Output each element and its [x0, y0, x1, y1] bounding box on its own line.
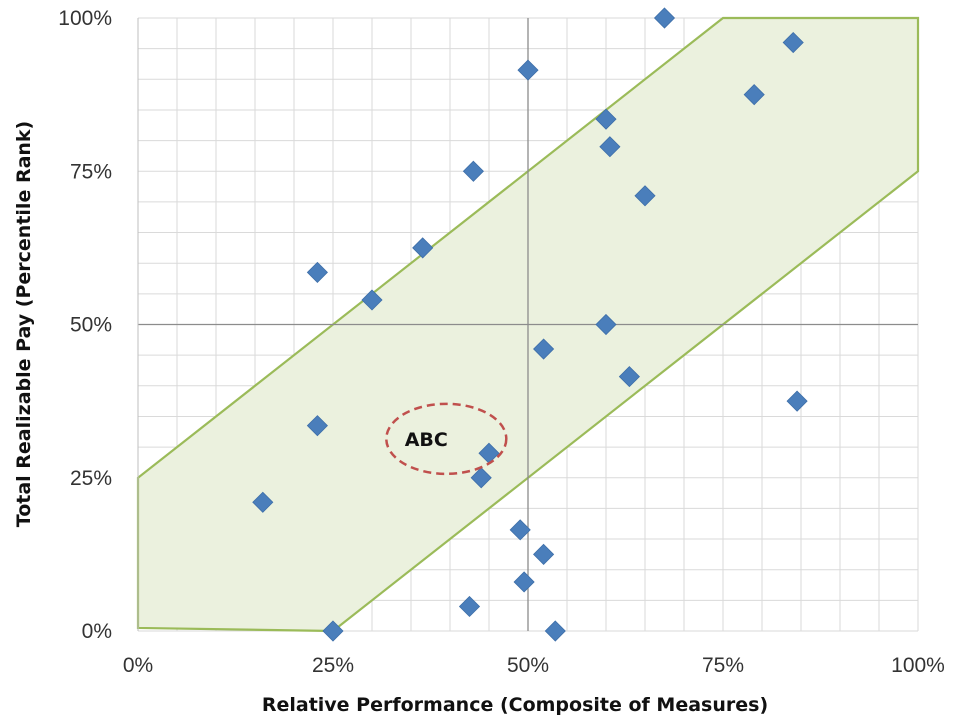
x-tick-label: 0%: [123, 654, 153, 677]
x-tick-label: 100%: [891, 654, 945, 677]
y-axis-title: Total Realizable Pay (Percentile Rank): [13, 121, 35, 527]
abc-annotation: ABC: [385, 402, 508, 476]
y-axis-ticks: 0% 25% 50% 75% 100%: [58, 7, 112, 643]
x-axis-ticks: 0% 25% 50% 75% 100%: [123, 654, 945, 677]
y-tick-label: 50%: [70, 314, 112, 337]
data-point: [743, 84, 765, 106]
data-point: [462, 160, 484, 182]
data-point: [786, 390, 808, 412]
y-tick-label: 100%: [58, 7, 112, 30]
x-tick-label: 25%: [312, 654, 354, 677]
x-tick-label: 50%: [507, 654, 549, 677]
data-points: [252, 7, 808, 642]
y-tick-label: 25%: [70, 467, 112, 490]
data-point: [595, 313, 617, 336]
data-point: [513, 571, 535, 593]
data-point: [458, 595, 481, 618]
x-axis-title: Relative Performance (Composite of Measu…: [262, 694, 768, 716]
y-tick-label: 0%: [82, 620, 112, 643]
data-point: [517, 59, 539, 81]
x-tick-label: 75%: [702, 654, 744, 677]
data-point: [322, 620, 344, 642]
data-point: [470, 467, 492, 489]
data-point: [544, 620, 566, 642]
data-point: [361, 289, 383, 311]
y-tick-label: 75%: [70, 160, 112, 183]
data-point: [653, 7, 676, 29]
data-point: [252, 491, 274, 513]
data-point: [595, 108, 617, 130]
data-point: [533, 543, 555, 565]
data-point: [509, 519, 531, 541]
data-point: [618, 366, 640, 388]
data-point: [306, 415, 328, 437]
annotation-ring: [385, 402, 508, 476]
data-point: [599, 136, 621, 158]
data-point: [782, 31, 804, 54]
data-point: [412, 237, 434, 259]
data-point: [533, 338, 555, 360]
annotation-label: ABC: [405, 429, 448, 451]
data-point: [634, 185, 656, 207]
data-point: [306, 261, 328, 283]
